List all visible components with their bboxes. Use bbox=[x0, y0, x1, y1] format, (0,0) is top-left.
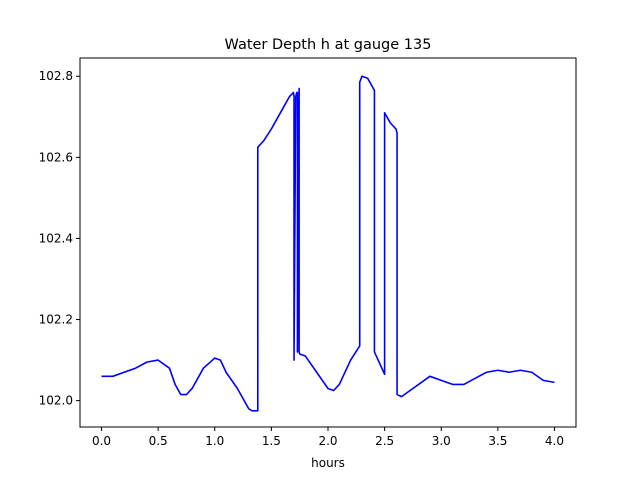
x-tick-label: 4.0 bbox=[545, 434, 564, 448]
x-tick-label: 1.5 bbox=[262, 434, 281, 448]
y-tick-label: 102.6 bbox=[39, 150, 73, 164]
x-tick-label: 2.5 bbox=[375, 434, 394, 448]
x-tick-label: 2.0 bbox=[318, 434, 337, 448]
plot-area bbox=[101, 75, 555, 412]
y-tick-label: 102.2 bbox=[39, 313, 73, 327]
x-axis-label: hours bbox=[311, 456, 345, 470]
y-tick-label: 102.4 bbox=[39, 231, 73, 245]
x-tick-label: 3.0 bbox=[432, 434, 451, 448]
chart-title: Water Depth h at gauge 135 bbox=[225, 37, 432, 53]
y-tick-label: 102.0 bbox=[39, 394, 73, 408]
series-line-0 bbox=[101, 75, 555, 412]
axes: 0.0 0.5 1.0 1.5 2.0 2.5 3.0 3.5 4.0 102.0 102.2 102… bbox=[39, 57, 577, 448]
x-tick-label: 0.0 bbox=[92, 434, 111, 448]
x-tick-label: 0.5 bbox=[149, 434, 168, 448]
y-tick-label: 102.8 bbox=[39, 69, 73, 83]
x-tick-label: 3.5 bbox=[488, 434, 507, 448]
x-tick-label: 1.0 bbox=[205, 434, 224, 448]
